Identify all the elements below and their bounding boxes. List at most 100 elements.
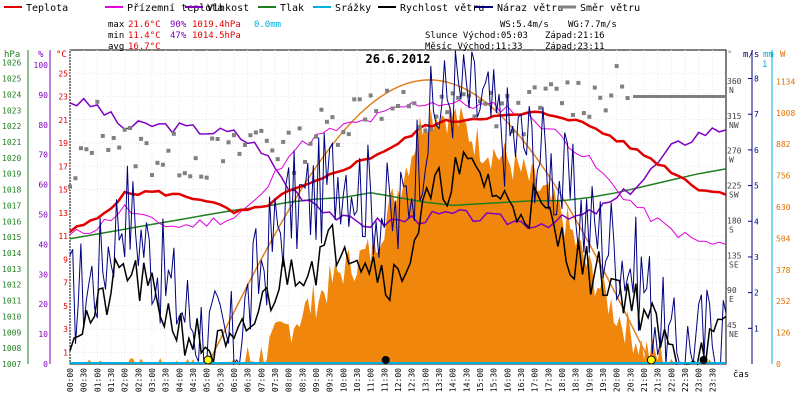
legend-label: Teplota bbox=[26, 3, 68, 14]
x-tick-label: 12:00 bbox=[394, 368, 403, 392]
wind-direction-point bbox=[461, 92, 466, 97]
wind-direction-point bbox=[357, 97, 362, 102]
w-tick-label: 756 bbox=[776, 172, 791, 181]
x-tick-label: 11:30 bbox=[380, 368, 389, 392]
wind-direction-point bbox=[68, 184, 72, 189]
w-tick-label: 882 bbox=[776, 140, 791, 149]
wind-direction-point bbox=[319, 107, 324, 112]
x-tick-label: 22:30 bbox=[681, 368, 690, 392]
x-tick-label: 07:00 bbox=[257, 368, 266, 392]
stats-avg-label: avg bbox=[108, 42, 124, 52]
dir-name-label: SE bbox=[729, 260, 739, 269]
x-tick-label: 02:00 bbox=[121, 368, 130, 392]
wind-direction-point bbox=[560, 101, 564, 106]
ms-tick-label: 2 bbox=[754, 289, 759, 298]
wind-direction-point bbox=[516, 100, 521, 105]
wind-direction-point bbox=[494, 124, 499, 129]
hpa-tick-label: 1011 bbox=[2, 297, 21, 306]
hpa-unit-label: hPa bbox=[4, 50, 20, 60]
wind-direction-point bbox=[598, 95, 603, 100]
wind-direction-point bbox=[341, 130, 346, 135]
hpa-tick-label: 1020 bbox=[2, 154, 21, 163]
wind-direction-point bbox=[587, 114, 592, 119]
dir-name-label: SW bbox=[729, 191, 739, 200]
legend: Teplota Přízemní teplota Vlhkost Tlak Sr… bbox=[4, 2, 640, 14]
hpa-tick-label: 1013 bbox=[2, 265, 21, 274]
hpa-tick-label: 1018 bbox=[2, 186, 21, 195]
x-tick-label: 14:00 bbox=[449, 368, 458, 392]
dir-name-label: NE bbox=[729, 330, 739, 339]
legend-label: Rychlost větru bbox=[400, 2, 484, 14]
hpa-tick-label: 1016 bbox=[2, 217, 21, 226]
dir-name-label: NW bbox=[729, 121, 739, 130]
c-tick-label: 5 bbox=[63, 302, 68, 311]
hpa-tick-label: 1012 bbox=[2, 281, 21, 290]
x-tick-label: 16:30 bbox=[517, 368, 526, 392]
info-wg: WG:7.7m/s bbox=[568, 20, 617, 30]
legend-item-vlhkost: Vlhkost bbox=[185, 3, 249, 14]
wind-direction-point bbox=[270, 148, 275, 153]
wind-direction-point bbox=[259, 128, 264, 133]
x-tick-label: 13:30 bbox=[435, 368, 444, 392]
ms-tick-label: 4 bbox=[754, 217, 759, 226]
wind-direction-point bbox=[417, 125, 422, 130]
wind-direction-point bbox=[182, 171, 187, 176]
info-ws: WS:5.4m/s bbox=[500, 20, 549, 30]
wind-direction-point bbox=[592, 85, 597, 90]
legend-item-prizemni-teplota: Přízemní teplota bbox=[105, 2, 223, 14]
w-tick-label: 0 bbox=[776, 360, 781, 369]
wind-direction-point bbox=[237, 151, 242, 156]
dir-tick-label: 360 bbox=[727, 77, 742, 86]
hpa-tick-label: 1025 bbox=[2, 75, 21, 84]
c-tick-label: 7 bbox=[63, 279, 68, 288]
wind-direction-point bbox=[128, 125, 133, 130]
wind-direction-point bbox=[264, 138, 269, 143]
x-tick-label: 11:00 bbox=[367, 368, 376, 392]
hpa-tick-label: 1007 bbox=[2, 360, 21, 369]
wind-direction-point bbox=[314, 134, 318, 139]
wind-direction-point bbox=[390, 106, 395, 111]
w-tick-label: 504 bbox=[776, 234, 791, 243]
x-tick-label: 17:00 bbox=[531, 368, 540, 392]
x-tick-label: 05:00 bbox=[203, 368, 212, 392]
wind-direction-point bbox=[625, 96, 630, 101]
legend-item-srazky: Srážky bbox=[313, 2, 371, 14]
stats-max-label: max bbox=[108, 20, 125, 30]
wind-direction-point bbox=[346, 132, 351, 137]
wind-direction-point bbox=[297, 126, 302, 131]
wind-direction-point bbox=[423, 128, 428, 133]
wind-direction-point bbox=[95, 99, 100, 104]
x-tick-label: 00:00 bbox=[66, 368, 75, 392]
wind-direction-point bbox=[286, 130, 291, 135]
wind-direction-point bbox=[324, 119, 329, 124]
x-tick-label: 19:00 bbox=[585, 368, 594, 392]
x-tick-label: 21:00 bbox=[640, 368, 649, 392]
x-tick-label: 23:00 bbox=[695, 368, 704, 392]
wind-direction-point bbox=[483, 101, 488, 106]
c-tick-label: 21 bbox=[58, 116, 68, 125]
info-slunce: Slunce Východ:05:03 bbox=[425, 31, 528, 41]
wind-direction-point bbox=[166, 148, 171, 153]
stats-max-rain: 0.0mm bbox=[254, 20, 281, 30]
x-tick-label: 22:00 bbox=[667, 368, 676, 392]
hpa-tick-label: 1026 bbox=[2, 59, 21, 68]
x-tick-label: 03:30 bbox=[162, 368, 171, 392]
wind-direction-point bbox=[401, 89, 406, 94]
x-tick-label: 18:30 bbox=[572, 368, 581, 392]
wind-direction-point bbox=[499, 101, 504, 106]
axis-units: hPa % °C ° m/s mm W 1 čas bbox=[4, 50, 786, 380]
wind-direction-point bbox=[171, 131, 176, 136]
wind-direction-point bbox=[532, 85, 537, 90]
wind-direction-point bbox=[478, 99, 482, 104]
legend-label: Vlhkost bbox=[207, 3, 249, 14]
wind-direction-point bbox=[210, 136, 215, 141]
hpa-tick-label: 1014 bbox=[2, 249, 21, 258]
moonrise-icon bbox=[381, 356, 390, 364]
x-tick-label: 08:00 bbox=[285, 368, 294, 392]
w-tick-label: 630 bbox=[776, 203, 791, 212]
x-tick-label: 19:30 bbox=[599, 368, 608, 392]
humidity-line bbox=[69, 97, 727, 229]
wind-direction-point bbox=[374, 109, 379, 114]
pct-tick-label: 10 bbox=[38, 330, 48, 339]
w-unit-label: W bbox=[780, 50, 786, 60]
